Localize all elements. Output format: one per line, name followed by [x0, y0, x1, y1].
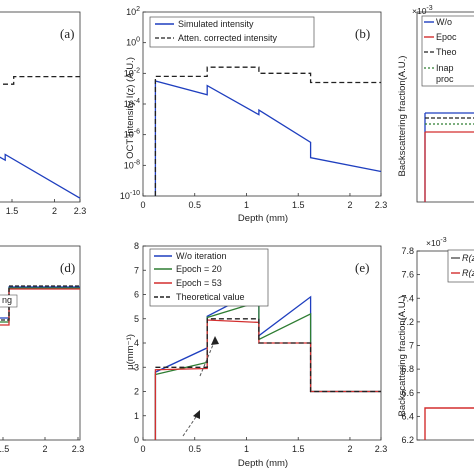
panel-e-ytick-label: 8 — [134, 241, 139, 251]
panel-b-ytick-label: 10-2 — [124, 67, 140, 78]
legend-f-0: R(z) — [462, 253, 474, 263]
panel-b-ytick-label: 100 — [126, 37, 140, 48]
panel-e-ytick-label: 7 — [134, 265, 139, 275]
legend-epoch-53: Epoch = 53 — [176, 278, 222, 288]
panel-e-xtick-label: 2.3 — [375, 444, 388, 454]
panel-e-ytick-label: 6 — [134, 290, 139, 300]
panel-b-ylabel: OCT Intensity I(z) (A.U.) — [125, 57, 136, 159]
panel-e-xlabel: Depth (mm) — [238, 458, 288, 469]
panel-e-xtick-label: 1.5 — [292, 444, 305, 454]
panel-f-legend: R(z) R(z) — [447, 249, 474, 283]
annotation-arrowhead-upper — [211, 336, 219, 345]
panel-a: (a) 1.5 2 2.3 — [0, 11, 87, 216]
panel-b-ytick-label: 10-8 — [124, 159, 140, 170]
panel-e-ytick-label: 4 — [134, 338, 139, 348]
panel-b-xtick-label: 2 — [347, 200, 352, 210]
panel-d-xtick-label: 2 — [42, 444, 47, 454]
annotation-arrow-upper — [199, 339, 216, 377]
panel-f-ylabel: Backscattering fraction(A.U.) — [397, 296, 408, 417]
legend-c-4: proc — [436, 74, 454, 84]
legend-c-3: Inap — [436, 63, 454, 73]
panel-e-xtick-label: 2 — [347, 444, 352, 454]
panel-f: Backscattering fraction(A.U.) ×10-3 6.2 6… — [397, 237, 474, 445]
panel-c-exponent: ×10-3 — [412, 5, 433, 16]
panel-e: (e) Depth (mm) μ(mm⁻¹) 0 0.5 1 1.5 2 2.3 0 1 2 3 4… — [125, 241, 387, 469]
panel-a-xtick-label: 2 — [52, 206, 57, 216]
panel-d-label: (d) — [60, 260, 75, 275]
legend-c-1: Epoc — [436, 32, 457, 42]
panel-f-ytick-label: 6.2 — [401, 435, 414, 445]
panel-e-ytick-label: 5 — [134, 314, 139, 324]
panel-c-frame — [416, 11, 474, 203]
annotation-arrowhead-lower — [193, 410, 200, 419]
panel-e-xtick-label: 1 — [244, 444, 249, 454]
panel-f-ytick-label: 7.2 — [401, 317, 414, 327]
panel-b-ytick-label: 10-6 — [124, 129, 140, 140]
panel-d-xtick-label: 2.3 — [72, 444, 85, 454]
legend-theoretical-value: Theoretical value — [176, 292, 245, 302]
panel-e-series-3 — [155, 318, 381, 393]
panel-a-frame — [0, 11, 81, 203]
panel-f-series-red — [424, 407, 474, 440]
panel-e-ytick-label: 2 — [134, 387, 139, 397]
panel-c-ylabel: Backscattering fraction(A.U.) — [397, 56, 408, 177]
legend-atten-corrected: Atten. corrected intensity — [178, 33, 278, 43]
panel-f-ytick-label: 6.8 — [401, 364, 414, 374]
panel-b-ytick-label: 10-4 — [124, 98, 140, 109]
panel-f-ytick-label: 6.4 — [401, 411, 414, 421]
panel-c-legend: W/o Epoc Theo Inap proc — [421, 15, 474, 87]
legend-epoch-20: Epoch = 20 — [176, 264, 222, 274]
legend-c-2: Theo — [436, 47, 457, 57]
panel-e-legend: W/o iteration Epoch = 20 Epoch = 53 Theo… — [149, 248, 269, 307]
panel-d-frame — [0, 245, 81, 441]
panel-e-xtick-label: 0.5 — [188, 444, 201, 454]
panel-a-xtick-label: 2.3 — [74, 206, 87, 216]
panel-d-legend-box — [0, 294, 18, 308]
panel-b-series-1 — [154, 66, 381, 196]
panel-f-exponent: ×10-3 — [426, 237, 447, 248]
panel-d: (d) 1.5 2 2.3 ng — [0, 245, 85, 454]
panel-f-ytick-label: 6.6 — [401, 388, 414, 398]
panel-a-series-1 — [0, 153, 81, 199]
panel-b-series-0 — [154, 80, 382, 196]
panel-b-legend: Simulated intensity Atten. corrected int… — [149, 16, 315, 48]
panel-d-legend-fragment: ng — [2, 295, 12, 305]
panel-d-xtick-label: 1.5 — [0, 444, 9, 454]
panel-e-ytick-label: 3 — [134, 362, 139, 372]
panel-e-ytick-label: 0 — [134, 435, 139, 445]
legend-f-1: R(z) — [462, 268, 474, 278]
panel-b: (b) Depth (mm) OCT Intensity I(z) (A.U.)… — [120, 6, 387, 224]
panel-e-ylabel: μ(mm⁻¹) — [125, 334, 136, 370]
panel-b-xtick-label: 1 — [244, 200, 249, 210]
panel-b-xtick-label: 0 — [140, 200, 145, 210]
annotation-arrow-lower — [182, 413, 199, 437]
panel-e-arrows — [182, 336, 219, 437]
panel-b-ytick-label: 102 — [126, 6, 140, 17]
panel-b-xtick-label: 1.5 — [292, 200, 305, 210]
panel-e-ytick-label: 1 — [134, 411, 139, 421]
panel-b-xtick-label: 2.3 — [375, 200, 388, 210]
legend-simulated-intensity: Simulated intensity — [178, 19, 254, 29]
legend-wo-iteration: W/o iteration — [176, 251, 227, 261]
panel-a-series-0 — [0, 75, 80, 85]
panel-a-xtick-label: 1.5 — [6, 206, 19, 216]
panel-b-ytick-label: 10-10 — [120, 190, 140, 201]
panel-b-xtick-label: 0.5 — [188, 200, 201, 210]
panel-b-xlabel: Depth (mm) — [238, 213, 288, 224]
panel-e-label: (e) — [355, 260, 369, 275]
panel-f-ytick-label: 7.8 — [401, 246, 414, 256]
panel-a-label: (a) — [60, 26, 74, 41]
legend-c-0: W/o — [436, 17, 452, 27]
panel-c: Backscattering fraction(A.U.) ×10-3 W/o … — [397, 5, 474, 203]
panel-f-ytick-label: 7 — [409, 341, 414, 351]
panel-e-xtick-label: 0 — [140, 444, 145, 454]
panel-b-label: (b) — [355, 26, 370, 41]
panel-f-ytick-label: 7.6 — [401, 270, 414, 280]
panel-f-ytick-label: 7.4 — [401, 293, 414, 303]
